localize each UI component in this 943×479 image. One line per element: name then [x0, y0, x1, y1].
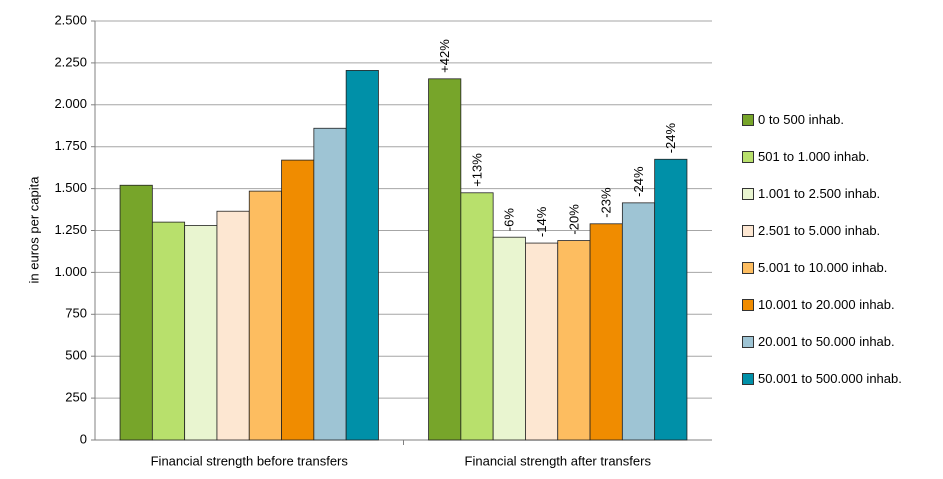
- bar: [345, 70, 379, 441]
- legend: 0 to 500 inhab. 501 to 1.000 inhab. 1.001 …: [742, 110, 932, 406]
- annotation: -14%: [534, 206, 549, 237]
- x-tick-label: Financial strength after transfers: [465, 453, 652, 468]
- bar: [428, 78, 462, 441]
- bar: [589, 223, 623, 441]
- legend-swatch: [742, 299, 754, 311]
- legend-item: 2.501 to 5.000 inhab.: [742, 221, 932, 258]
- bar: [184, 225, 218, 441]
- y-tick-label: 1.250: [54, 222, 87, 237]
- legend-label: 0 to 500 inhab.: [758, 112, 845, 127]
- legend-swatch: [742, 114, 754, 126]
- legend-item: 50.001 to 500.000 inhab.: [742, 369, 932, 406]
- legend-label: 1.001 to 2.500 inhab.: [758, 186, 881, 201]
- bar: [151, 221, 186, 441]
- legend-label: 20.001 to 50.000 inhab.: [758, 334, 895, 349]
- y-tick-label: 0: [80, 431, 87, 446]
- bar: [313, 127, 347, 441]
- y-axis-label: in euros per capita: [26, 176, 41, 284]
- bar: [557, 240, 591, 441]
- bar: [621, 202, 656, 441]
- legend-item: 0 to 500 inhab.: [742, 110, 932, 147]
- y-tick-label: 250: [65, 390, 87, 405]
- bar: [216, 210, 250, 441]
- bar: [460, 192, 494, 441]
- legend-label: 50.001 to 500.000 inhab.: [758, 371, 902, 386]
- annotation: -23%: [599, 187, 614, 218]
- y-tick-label: 500: [65, 348, 87, 363]
- legend-item: 1.001 to 2.500 inhab.: [742, 184, 932, 221]
- bar: [248, 190, 282, 441]
- bar: [281, 159, 315, 441]
- legend-label: 2.501 to 5.000 inhab.: [758, 223, 881, 238]
- x-tick-label: Financial strength before transfers: [151, 453, 349, 468]
- y-tick-label: 1.000: [54, 264, 87, 279]
- legend-label: 5.001 to 10.000 inhab.: [758, 260, 888, 275]
- y-tick-label: 1.750: [54, 138, 87, 153]
- legend-swatch: [742, 151, 754, 163]
- y-tick-label: 2.250: [54, 54, 87, 69]
- y-tick-label: 1.500: [54, 180, 87, 195]
- legend-item: 10.001 to 20.000 inhab.: [742, 295, 932, 332]
- legend-item: 20.001 to 50.000 inhab.: [742, 332, 932, 369]
- bar: [525, 242, 559, 441]
- annotation: -6%: [502, 208, 517, 232]
- y-tick-label: 750: [65, 306, 87, 321]
- annotation: +42%: [437, 39, 452, 73]
- annotation: -24%: [631, 166, 646, 197]
- annotation: -20%: [566, 204, 581, 235]
- legend-swatch: [742, 373, 754, 385]
- bar: [119, 184, 153, 441]
- legend-label: 10.001 to 20.000 inhab.: [758, 297, 895, 312]
- y-tick-label: 2.500: [54, 12, 87, 27]
- legend-swatch: [742, 336, 754, 348]
- legend-swatch: [742, 262, 754, 274]
- legend-swatch: [742, 188, 754, 200]
- annotation: +13%: [469, 153, 484, 187]
- bar: [492, 236, 526, 441]
- legend-swatch: [742, 225, 754, 237]
- legend-label: 501 to 1.000 inhab.: [758, 149, 870, 164]
- annotation: -24%: [663, 122, 678, 153]
- bar: [654, 158, 688, 441]
- y-tick-label: 2.000: [54, 96, 87, 111]
- legend-item: 5.001 to 10.000 inhab.: [742, 258, 932, 295]
- legend-item: 501 to 1.000 inhab.: [742, 147, 932, 184]
